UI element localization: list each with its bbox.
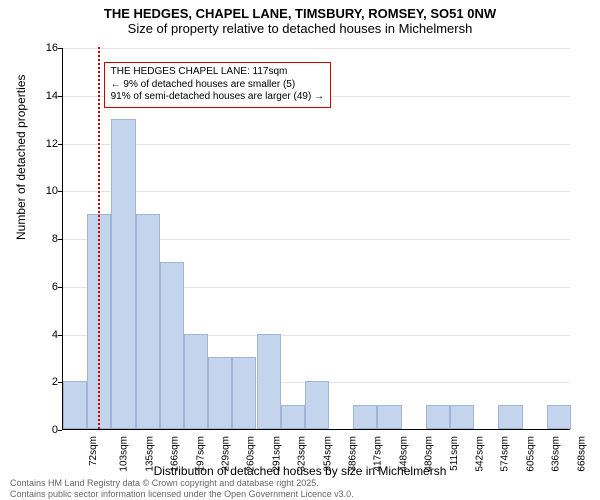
gridline — [63, 48, 570, 49]
plot-area: THE HEDGES CHAPEL LANE: 117sqm← 9% of de… — [62, 48, 570, 430]
histogram-bar — [136, 214, 160, 429]
title-line-2: Size of property relative to detached ho… — [0, 21, 600, 36]
histogram-bar — [281, 405, 305, 429]
annotation-box: THE HEDGES CHAPEL LANE: 117sqm← 9% of de… — [104, 62, 331, 108]
histogram-bar — [111, 119, 135, 429]
histogram-bar — [184, 334, 208, 430]
histogram-bar — [232, 357, 256, 429]
histogram-bar — [305, 381, 329, 429]
y-tick-mark — [58, 430, 62, 431]
y-axis-label: Number of detached properties — [14, 75, 28, 240]
y-tick-label: 10 — [46, 185, 58, 197]
histogram-bar — [160, 262, 184, 429]
annotation-line-2: ← 9% of detached houses are smaller (5) — [111, 79, 324, 92]
x-tick-label: 72sqm — [88, 436, 99, 466]
histogram-bar — [498, 405, 522, 429]
footer-attribution: Contains HM Land Registry data © Crown c… — [10, 478, 354, 499]
x-axis-label: Distribution of detached houses by size … — [0, 464, 600, 478]
y-tick-label: 16 — [46, 42, 58, 54]
histogram-bar — [450, 405, 474, 429]
footer-line-2: Contains public sector information licen… — [10, 489, 354, 499]
y-tick-label: 12 — [46, 138, 58, 150]
title-line-1: THE HEDGES, CHAPEL LANE, TIMSBURY, ROMSE… — [0, 6, 600, 21]
gridline — [63, 191, 570, 192]
histogram-bar — [257, 334, 281, 430]
y-tick-label: 14 — [46, 90, 58, 102]
histogram-bar — [353, 405, 377, 429]
histogram-bar — [63, 381, 87, 429]
annotation-line-3: 91% of semi-detached houses are larger (… — [111, 91, 324, 104]
histogram-bar — [547, 405, 571, 429]
chart-container: THE HEDGES, CHAPEL LANE, TIMSBURY, ROMSE… — [0, 0, 600, 500]
chart-title: THE HEDGES, CHAPEL LANE, TIMSBURY, ROMSE… — [0, 6, 600, 36]
reference-line — [98, 47, 100, 429]
histogram-bar — [426, 405, 450, 429]
histogram-bar — [377, 405, 401, 429]
annotation-title: THE HEDGES CHAPEL LANE: 117sqm — [111, 66, 324, 79]
histogram-bar — [208, 357, 232, 429]
gridline — [63, 144, 570, 145]
footer-line-1: Contains HM Land Registry data © Crown c… — [10, 478, 354, 488]
